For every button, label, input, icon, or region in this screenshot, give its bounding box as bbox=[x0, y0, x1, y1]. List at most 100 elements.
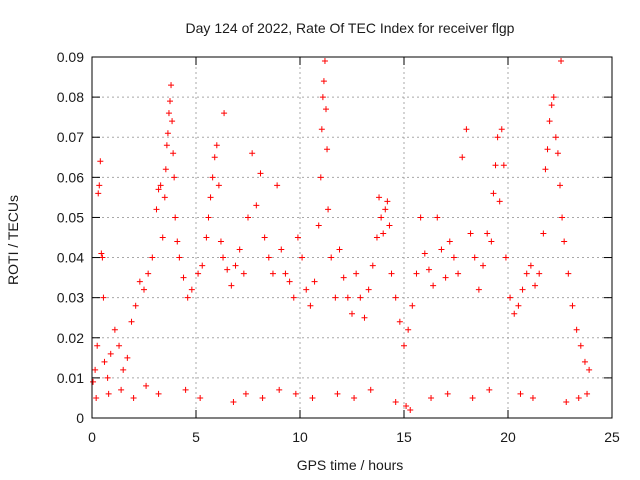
data-point bbox=[417, 214, 424, 221]
y-tick-label: 0.03 bbox=[57, 290, 84, 306]
data-point bbox=[95, 190, 102, 197]
data-point bbox=[442, 274, 449, 281]
data-point bbox=[253, 202, 260, 209]
chart-title: Day 124 of 2022, Rate Of TEC Index for r… bbox=[186, 20, 515, 36]
data-point bbox=[259, 394, 266, 401]
y-tick-label: 0.09 bbox=[57, 49, 84, 65]
data-point bbox=[278, 246, 285, 253]
data-point bbox=[111, 326, 118, 333]
data-point bbox=[546, 118, 553, 125]
data-point bbox=[384, 198, 391, 205]
data-point bbox=[334, 390, 341, 397]
data-point bbox=[209, 174, 216, 181]
data-point bbox=[107, 350, 114, 357]
data-point bbox=[228, 282, 235, 289]
data-point bbox=[344, 294, 351, 301]
data-point bbox=[188, 286, 195, 293]
data-points bbox=[90, 58, 593, 413]
data-point bbox=[165, 110, 172, 117]
data-point bbox=[309, 394, 316, 401]
data-point bbox=[484, 230, 491, 237]
data-point bbox=[299, 254, 306, 261]
data-point bbox=[498, 126, 505, 133]
data-point bbox=[492, 162, 499, 169]
data-point bbox=[569, 302, 576, 309]
data-point bbox=[318, 126, 325, 133]
data-point bbox=[403, 402, 410, 409]
data-point bbox=[540, 230, 547, 237]
data-point bbox=[130, 394, 137, 401]
data-point bbox=[409, 302, 416, 309]
data-point bbox=[104, 374, 111, 381]
data-point bbox=[249, 150, 256, 157]
data-point bbox=[401, 342, 407, 349]
data-point bbox=[292, 390, 299, 397]
data-point bbox=[351, 394, 358, 401]
data-point bbox=[136, 278, 143, 285]
data-point bbox=[276, 386, 283, 393]
data-point bbox=[480, 262, 487, 269]
data-point bbox=[116, 342, 123, 349]
data-point bbox=[265, 254, 272, 261]
data-point bbox=[581, 358, 588, 365]
data-point bbox=[167, 98, 173, 105]
x-tick-label: 25 bbox=[604, 429, 620, 445]
data-point bbox=[207, 194, 214, 201]
data-point bbox=[172, 214, 179, 221]
data-point bbox=[550, 94, 557, 101]
data-point bbox=[392, 398, 399, 405]
data-point bbox=[94, 342, 101, 349]
data-point bbox=[282, 270, 289, 277]
data-point bbox=[159, 234, 166, 241]
data-point bbox=[97, 158, 104, 165]
y-tick-label: 0 bbox=[76, 410, 84, 426]
data-point bbox=[242, 390, 249, 397]
axis-ticks: 0 0.01 0.02 0.03 0.04 0.05 0.06 0.07 0.08 0.09 0 5 1… bbox=[57, 49, 620, 445]
data-point bbox=[168, 82, 175, 89]
data-point bbox=[155, 390, 162, 397]
data-point bbox=[438, 246, 445, 253]
data-point bbox=[236, 246, 243, 253]
data-point bbox=[157, 182, 164, 189]
data-point bbox=[211, 154, 218, 161]
data-point bbox=[561, 238, 568, 245]
data-point bbox=[340, 274, 347, 281]
data-point bbox=[124, 354, 131, 361]
data-point bbox=[413, 270, 420, 277]
data-point bbox=[378, 214, 385, 221]
data-point bbox=[325, 206, 332, 213]
x-tick-label: 15 bbox=[396, 429, 412, 445]
data-point bbox=[274, 182, 281, 189]
data-point bbox=[224, 266, 231, 273]
data-point bbox=[328, 254, 335, 261]
data-point bbox=[519, 286, 526, 293]
data-point bbox=[184, 294, 191, 301]
data-point bbox=[100, 294, 107, 301]
data-point bbox=[488, 238, 495, 245]
data-point bbox=[563, 398, 570, 405]
data-point bbox=[434, 214, 441, 221]
data-point bbox=[392, 294, 399, 301]
data-point bbox=[232, 262, 239, 269]
x-tick-label: 0 bbox=[88, 429, 96, 445]
data-point bbox=[380, 230, 387, 237]
data-point bbox=[93, 394, 100, 401]
data-point bbox=[475, 286, 482, 293]
y-tick-label: 0.05 bbox=[57, 209, 84, 225]
data-point bbox=[180, 274, 187, 281]
y-tick-label: 0.01 bbox=[57, 370, 84, 386]
data-point bbox=[552, 134, 559, 141]
data-point bbox=[396, 318, 403, 325]
plot-frame bbox=[91, 56, 613, 419]
data-point bbox=[444, 390, 451, 397]
data-point bbox=[544, 146, 551, 153]
data-point bbox=[332, 294, 339, 301]
data-point bbox=[92, 366, 99, 373]
data-point bbox=[425, 266, 432, 273]
y-tick-label: 0.02 bbox=[57, 330, 84, 346]
data-point bbox=[162, 166, 169, 173]
data-point bbox=[257, 170, 264, 177]
data-point bbox=[174, 238, 181, 245]
data-point bbox=[215, 182, 222, 189]
data-point bbox=[376, 194, 383, 201]
